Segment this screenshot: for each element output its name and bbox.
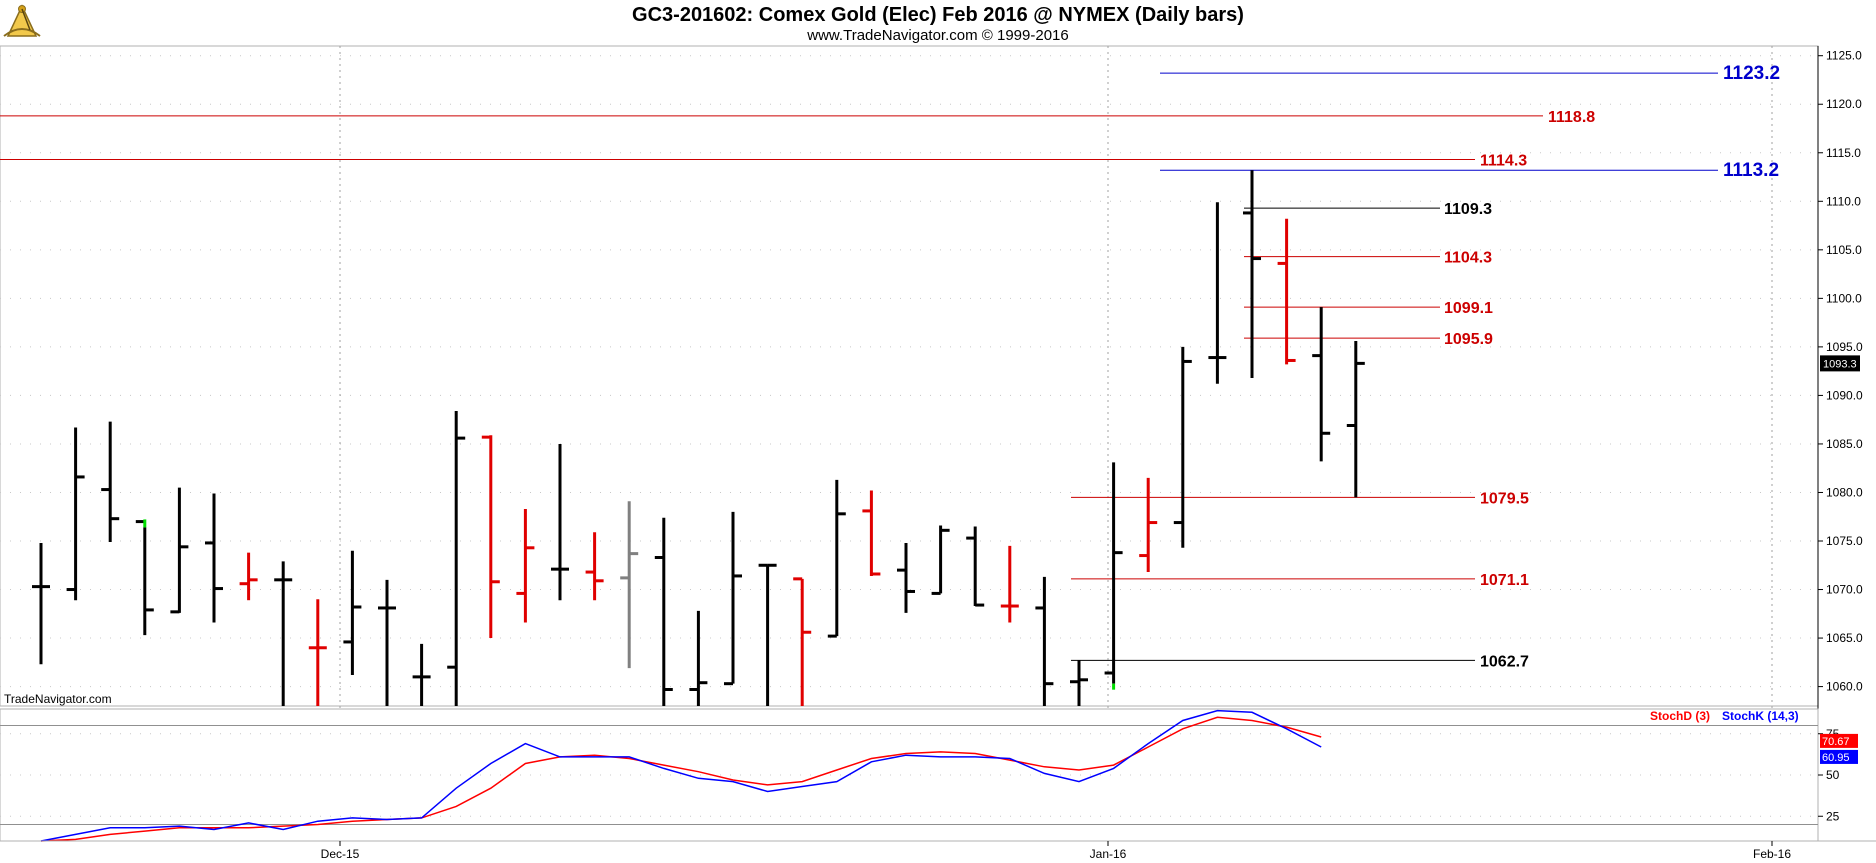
x-tick-label: Feb-16 <box>1753 847 1791 861</box>
watermark: TradeNavigator.com <box>4 692 112 706</box>
price-tick-label: 1085.0 <box>1826 437 1863 451</box>
price-tick-label: 1115.0 <box>1826 146 1861 160</box>
stoch-tick-label: 50 <box>1826 768 1840 782</box>
stoch-value-badge <box>1820 749 1858 764</box>
price-tick-label: 1080.0 <box>1826 485 1863 499</box>
last-price-badge <box>1820 355 1860 372</box>
price-tick-label: 1095.0 <box>1826 340 1863 354</box>
signal-marker <box>1112 683 1116 690</box>
stoch-value-label: 60.95 <box>1822 752 1850 764</box>
stoch-k-line <box>40 709 1322 842</box>
x-tick-label: Jan-16 <box>1090 847 1127 861</box>
price-tick-label: 1075.0 <box>1826 534 1863 548</box>
price-tick-label: 1060.0 <box>1826 680 1863 694</box>
price-tick-label: 1105.0 <box>1826 243 1862 257</box>
price-grid <box>0 46 1818 841</box>
price-panel <box>0 45 1819 707</box>
signal-marker <box>143 519 147 528</box>
price-tick-label: 1120.0 <box>1826 97 1862 111</box>
price-tick-label: 1065.0 <box>1826 631 1863 645</box>
price-bars <box>32 170 1365 706</box>
stoch-lines <box>40 709 1322 842</box>
stoch-value-label: 70.67 <box>1822 736 1850 748</box>
level-label: 1113.2 <box>1723 160 1779 181</box>
legend-stoch-k: StochK (14,3) <box>1722 709 1799 723</box>
price-tick-label: 1125.0 <box>1826 49 1862 63</box>
level-label: 1079.5 <box>1480 490 1529 507</box>
price-axis: 1060.0 1065.0 1070.0 1075.0 1080.0 1085.0 1090… <box>1817 46 1863 841</box>
level-label: 1118.8 <box>1548 109 1595 126</box>
price-tick-label: 1100.0 <box>1826 291 1862 305</box>
price-tick-label: 1070.0 <box>1826 583 1863 597</box>
stoch-tick-label: 25 <box>1826 809 1840 823</box>
stoch-panel <box>0 708 1819 842</box>
price-tick-label: 1090.0 <box>1826 388 1863 402</box>
chart-title: GC3-201602: Comex Gold (Elec) Feb 2016 @… <box>632 4 1244 26</box>
last-price-label: 1093.3 <box>1823 358 1857 370</box>
level-label: 1071.1 <box>1480 572 1529 589</box>
price-levels: 1123.2 1118.8 1114.3 1113.2 1109.3 1104.3 1099… <box>0 63 1780 670</box>
x-axis: Dec-15 Jan-16 Feb-16 <box>321 841 1791 861</box>
level-label: 1123.2 <box>1723 63 1780 84</box>
level-label: 1095.9 <box>1444 331 1493 348</box>
level-label: 1099.1 <box>1444 300 1493 317</box>
level-label: 1062.7 <box>1480 653 1529 670</box>
header-background <box>0 0 1876 44</box>
price-tick-label: 1110.0 <box>1826 194 1861 208</box>
legend-stoch-d: StochD (3) <box>1650 709 1710 723</box>
level-label: 1104.3 <box>1444 250 1492 267</box>
x-tick-label: Dec-15 <box>321 847 360 861</box>
stoch-value-badge <box>1820 733 1858 748</box>
level-label: 1114.3 <box>1480 153 1527 170</box>
chart-subtitle: www.TradeNavigator.com © 1999-2016 <box>806 27 1068 44</box>
level-label: 1109.3 <box>1444 201 1492 218</box>
sextant-logo-icon <box>3 4 41 37</box>
stoch-d-line <box>40 716 1322 842</box>
